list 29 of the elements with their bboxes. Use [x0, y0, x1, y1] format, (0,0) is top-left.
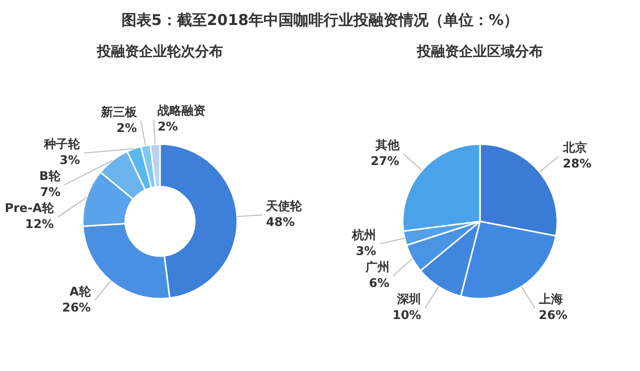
slice-label: 深圳: [396, 292, 422, 306]
slice-label: 杭州: [351, 228, 376, 242]
data-label: 12%: [25, 217, 54, 232]
slice-label: B轮: [39, 169, 62, 184]
data-label: 3%: [60, 153, 80, 168]
chart-subtitle: 投融资企业轮次分布: [96, 44, 223, 60]
data-label: 6%: [368, 276, 390, 290]
data-label: 28%: [562, 156, 592, 170]
data-label: 10%: [392, 308, 422, 322]
slice-label: Pre-A轮: [4, 201, 55, 216]
data-label: 26%: [538, 308, 568, 322]
slice-label: 种子轮: [43, 137, 82, 152]
data-label: 2%: [158, 119, 178, 134]
data-label: 26%: [62, 300, 91, 314]
slice-label: 上海: [538, 292, 563, 306]
chart-subtitle: 投融资企业区域分布: [416, 44, 543, 60]
slice-label: 其他: [374, 138, 400, 152]
chart-title: 图表5：截至2018年中国咖啡行业投融资情况（单位：%）: [120, 10, 520, 30]
slice-label: 广州: [364, 260, 390, 274]
slice-label: 北京: [562, 140, 587, 154]
slice-label: 新三板: [100, 105, 138, 120]
slice-label: 战略融资: [158, 103, 206, 118]
data-label: 7%: [40, 185, 60, 200]
data-label: 48%: [266, 215, 295, 230]
slice-label: A轮: [70, 284, 92, 298]
slice-label: 天使轮: [265, 199, 304, 214]
data-label: 3%: [356, 244, 376, 258]
data-label: 2%: [116, 121, 137, 136]
data-label: 27%: [370, 154, 400, 168]
